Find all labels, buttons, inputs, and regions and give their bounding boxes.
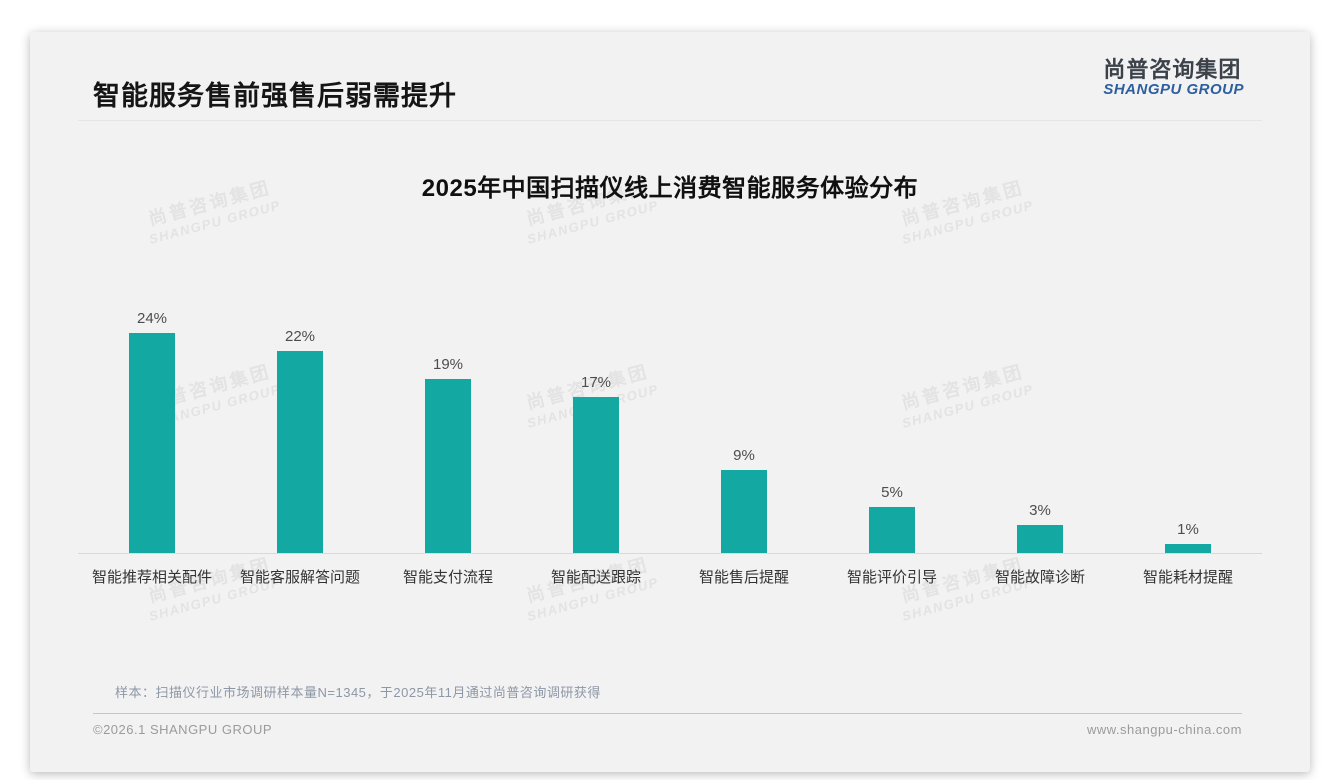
bar-value-label: 3% [1029, 502, 1051, 519]
watermark: 尚普咨询集团 SHANGPU GROUP [110, 544, 313, 633]
logo-english-text: SHANGPU GROUP [1103, 81, 1244, 99]
bar [573, 397, 619, 553]
bar-column: 17% [522, 374, 670, 553]
category-label: 智能耗材提醒 [1142, 569, 1233, 586]
title-divider [78, 120, 1262, 121]
category-label: 智能售后提醒 [698, 569, 789, 586]
bar-column: 24% [78, 310, 226, 553]
bar-value-label: 9% [733, 447, 755, 464]
bar [721, 470, 767, 553]
bar-value-label: 17% [580, 374, 612, 391]
category-labels: 智能推荐相关配件 智能客服解答问题 智能支付流程 智能配送跟踪 智能售后提醒 智能评价引导… [78, 566, 1262, 587]
slide-card: 尚普咨询集团 SHANGPU GROUP 尚普咨询集团 SHANGPU GROUP 尚普… [30, 32, 1310, 772]
bar-value-label: 24% [136, 310, 168, 327]
bar-value-label: 22% [284, 328, 316, 345]
bar [277, 351, 323, 553]
category-label: 智能故障诊断 [994, 569, 1085, 586]
chart-title: 2025年中国扫描仪线上消费智能服务体验分布 [421, 175, 919, 202]
bar-column: 1% [1114, 521, 1262, 553]
company-logo: 尚普咨询集团 SHANGPU GROUP [1103, 57, 1244, 99]
watermark: 尚普咨询集团 SHANGPU GROUP [488, 544, 691, 633]
logo-chinese-text: 尚普咨询集团 [1103, 57, 1242, 82]
category-label: 智能推荐相关配件 [91, 569, 212, 586]
watermark: 尚普咨询集团 SHANGPU GROUP [863, 544, 1066, 633]
copyright-text: ©2026.1 SHANGPU GROUP [93, 722, 273, 737]
bar [1165, 544, 1211, 553]
bar-column: 22% [226, 328, 374, 553]
bar [869, 507, 915, 553]
category-label: 智能配送跟踪 [550, 569, 641, 586]
website-url: www.shangpu-china.com [1086, 722, 1242, 737]
bar [1017, 525, 1063, 553]
category-label: 智能支付流程 [402, 569, 493, 586]
bar-column: 19% [374, 356, 522, 553]
page-title: 智能服务售前强售后弱需提升 [93, 81, 457, 111]
category-label: 智能评价引导 [846, 569, 937, 586]
category-label: 智能客服解答问题 [239, 569, 360, 586]
bar-column: 3% [966, 502, 1114, 553]
bar [129, 333, 175, 553]
plot-area: 24% 22% 19% 17% 9% 5% 3% 1% [78, 302, 1262, 554]
bar-column: 5% [818, 484, 966, 553]
bar-column: 9% [670, 447, 818, 553]
bar-value-label: 5% [881, 484, 903, 501]
bar-value-label: 1% [1177, 521, 1199, 538]
footer-divider [93, 713, 1242, 714]
footer: ©2026.1 SHANGPU GROUP www.shangpu-china.… [93, 722, 1242, 737]
sample-note: 样本：扫描仪行业市场调研样本量N=1345，于2025年11月通过尚普咨询调研获… [115, 685, 601, 700]
bar [425, 379, 471, 553]
bar-value-label: 19% [432, 356, 464, 373]
